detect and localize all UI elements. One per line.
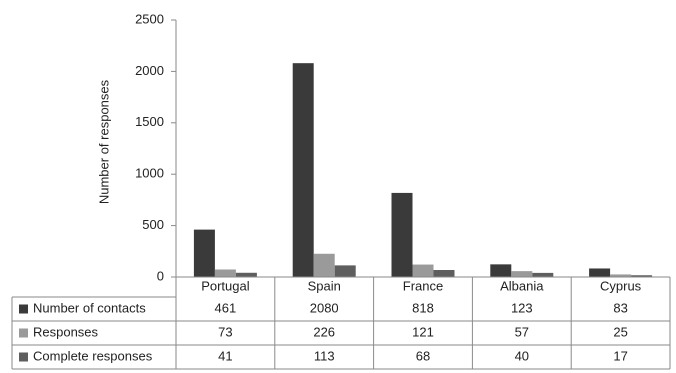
data-table: Portugal Spain France Albania Cyprus Number o… [11, 276, 671, 370]
y-tick-label: 500 [142, 217, 164, 232]
x-tick-label: Albania [500, 278, 544, 293]
bar-number-of-contacts [391, 192, 413, 277]
data-label: 2080 [310, 300, 339, 315]
data-label: 57 [515, 324, 529, 339]
bar-number-of-contacts [490, 264, 512, 277]
data-label: 226 [313, 324, 335, 339]
data-label: 121 [412, 324, 434, 339]
data-label: 461 [215, 300, 237, 315]
data-label: 17 [613, 348, 627, 363]
data-label: 25 [613, 324, 627, 339]
bar-complete-responses [532, 272, 554, 277]
data-label: 818 [412, 300, 434, 315]
legend-swatch [19, 352, 28, 362]
bar-number-of-contacts [193, 229, 215, 277]
data-label: 113 [314, 348, 335, 363]
data-label: 68 [416, 348, 430, 363]
y-tick-label: 0 [157, 268, 164, 283]
data-label: 41 [218, 348, 232, 363]
y-axis: 0 500 1000 1500 2000 2500 [135, 11, 177, 283]
x-tick-label: France [403, 278, 443, 293]
legend-swatch [19, 328, 28, 338]
bar-responses [214, 269, 236, 277]
data-label: 73 [218, 324, 232, 339]
x-tick-label: Cyprus [600, 278, 642, 293]
legend-label: Number of contacts [33, 300, 146, 315]
bar-responses [412, 264, 434, 277]
x-tick-label: Portugal [201, 278, 250, 293]
data-label: 83 [613, 300, 627, 315]
y-tick-label: 2500 [135, 11, 164, 26]
y-tick-label: 1000 [135, 166, 164, 181]
y-tick-label: 2000 [135, 63, 164, 78]
data-label: 40 [515, 348, 529, 363]
bar-complete-responses [631, 275, 653, 277]
data-label: 123 [511, 300, 533, 315]
bar-number-of-contacts [292, 63, 314, 278]
plot-area [193, 63, 653, 278]
legend-swatch [19, 304, 28, 314]
bar-responses [313, 253, 335, 277]
bar-responses [511, 271, 533, 277]
y-tick-label: 1500 [135, 114, 164, 129]
bar-complete-responses [433, 270, 455, 277]
bar-complete-responses [235, 272, 257, 277]
legend-label: Complete responses [33, 348, 153, 363]
x-tick-label: Spain [308, 278, 341, 293]
bar-number-of-contacts [589, 268, 611, 277]
legend-label: Responses [33, 324, 99, 339]
y-axis-label: Number of responses [96, 79, 111, 204]
bar-responses [610, 274, 632, 277]
bar-complete-responses [334, 265, 356, 277]
